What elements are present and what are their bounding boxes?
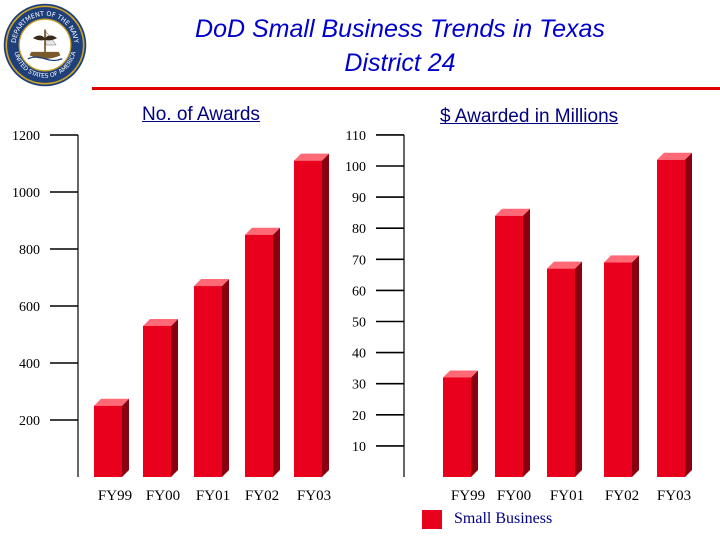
bar-top bbox=[294, 153, 329, 161]
dollars-bar-fy01 bbox=[547, 261, 582, 477]
chart-title-line2: District 24 bbox=[344, 49, 456, 77]
bar-side bbox=[322, 153, 329, 477]
navy-seal-logo: DEPARTMENT OF THE NAVY UNITED STATES OF … bbox=[3, 3, 87, 87]
awards-tick-label: 200 bbox=[19, 414, 40, 429]
legend-label: Small Business bbox=[454, 510, 553, 527]
awards-tick-label: 1200 bbox=[12, 129, 40, 144]
dollars-category-label: FY03 bbox=[657, 488, 691, 504]
dollars-bar-fy00 bbox=[495, 208, 530, 477]
bar-side bbox=[171, 318, 178, 477]
dollars-tick-label: 100 bbox=[345, 160, 366, 175]
bar-side bbox=[273, 227, 280, 477]
awards-tick-label: 1000 bbox=[12, 186, 40, 201]
bar-top bbox=[604, 255, 639, 263]
bar-top bbox=[245, 227, 280, 235]
bar-front bbox=[443, 377, 471, 477]
bar-side bbox=[685, 152, 692, 477]
dollars-bar-fy02 bbox=[604, 255, 639, 477]
awards-bar-fy02 bbox=[245, 227, 280, 477]
legend: Small Business bbox=[422, 508, 552, 530]
chart-title-line1: DoD Small Business Trends in Texas bbox=[195, 15, 605, 43]
dollars-tick-label: 60 bbox=[352, 284, 366, 299]
dollars-tick-label: 10 bbox=[352, 440, 366, 455]
awards-category-label: FY01 bbox=[196, 488, 230, 504]
bar-front bbox=[547, 268, 575, 477]
dollars-tick-label: 50 bbox=[352, 316, 366, 331]
awards-bar-fy03 bbox=[294, 153, 329, 477]
dollars-tick-label: 70 bbox=[352, 253, 366, 268]
bar-top bbox=[143, 318, 178, 326]
legend-swatch bbox=[422, 509, 442, 529]
dollars-bar-fy03 bbox=[657, 152, 692, 477]
awards-tick-label: 400 bbox=[19, 357, 40, 372]
bar-top bbox=[547, 261, 582, 269]
dollars-tick-label: 80 bbox=[352, 222, 366, 237]
dollars-chart-subtitle: $ Awarded in Millions bbox=[440, 106, 619, 127]
bar-side bbox=[575, 261, 582, 477]
dollars-category-label: FY00 bbox=[497, 488, 531, 504]
dollars-tick-label: 90 bbox=[352, 191, 366, 206]
bar-front bbox=[94, 405, 122, 477]
dollars-tick-label: 30 bbox=[352, 378, 366, 393]
bar-front bbox=[294, 160, 322, 477]
dollars-category-label: FY01 bbox=[550, 488, 584, 504]
dollars-tick-label: 40 bbox=[352, 347, 366, 362]
awards-tick-label: 600 bbox=[19, 300, 40, 315]
awards-category-label: FY00 bbox=[146, 488, 180, 504]
dollars-tick-label: 20 bbox=[352, 409, 366, 424]
dollars-bar-fy99 bbox=[443, 370, 478, 477]
bar-top bbox=[94, 398, 129, 406]
awards-category-label: FY99 bbox=[98, 488, 132, 504]
awards-tick-label: 800 bbox=[19, 243, 40, 258]
bar-top bbox=[443, 370, 478, 378]
dollars-category-label: FY02 bbox=[605, 488, 639, 504]
bar-front bbox=[143, 325, 171, 477]
bar-front bbox=[194, 286, 222, 477]
awards-category-label: FY03 bbox=[297, 488, 331, 504]
bar-side bbox=[523, 208, 530, 477]
bar-front bbox=[657, 159, 685, 477]
bar-front bbox=[245, 234, 273, 477]
dollars-category-label: FY99 bbox=[451, 488, 485, 504]
bar-side bbox=[471, 370, 478, 477]
bar-front bbox=[495, 215, 523, 477]
bar-front bbox=[604, 262, 632, 477]
bar-side bbox=[632, 255, 639, 477]
title-underline bbox=[92, 87, 720, 90]
awards-bar-fy00 bbox=[143, 318, 178, 477]
bar-side bbox=[122, 398, 129, 477]
awards-bar-fy99 bbox=[94, 398, 129, 477]
bar-top bbox=[657, 152, 692, 160]
awards-bar-fy01 bbox=[194, 279, 229, 477]
bar-top bbox=[194, 279, 229, 287]
awards-chart-subtitle: No. of Awards bbox=[142, 104, 260, 125]
awards-category-label: FY02 bbox=[245, 488, 279, 504]
dollars-tick-label: 110 bbox=[346, 129, 366, 144]
bar-side bbox=[222, 279, 229, 477]
bar-top bbox=[495, 208, 530, 216]
